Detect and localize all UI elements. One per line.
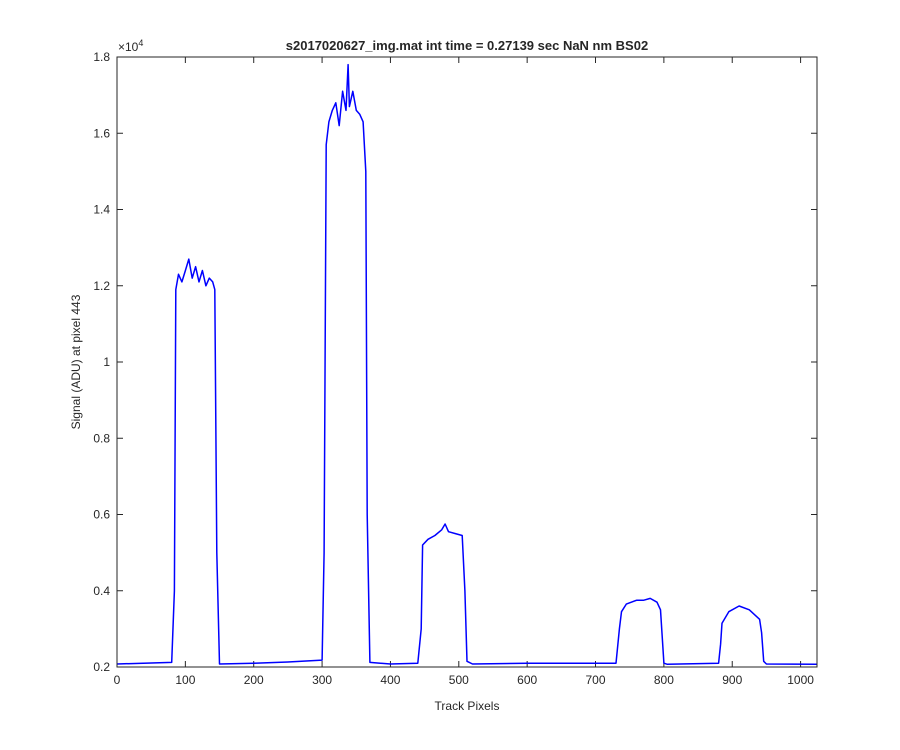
- x-tick-label: 400: [380, 673, 400, 687]
- x-tick-label: 500: [449, 673, 469, 687]
- y-tick-label: 0.8: [93, 431, 110, 445]
- y-tick-label: 1.8: [93, 50, 110, 64]
- x-tick-label: 800: [654, 673, 674, 687]
- y-tick-label: 1.4: [93, 203, 110, 217]
- x-tick-label: 300: [312, 673, 332, 687]
- x-tick-label: 600: [517, 673, 537, 687]
- x-tick-label: 700: [586, 673, 606, 687]
- y-tick-label: 0.4: [93, 584, 110, 598]
- x-tick-label: 1000: [787, 673, 814, 687]
- x-tick-label: 0: [114, 673, 121, 687]
- ticks-layer: 0 100 200 300 400 500 600 700 800 900 1000 0.2 0.4 0.…: [93, 50, 817, 687]
- plot-area: [117, 57, 817, 667]
- y-axis-exponent: ×104: [118, 38, 143, 54]
- y-axis-label: Signal (ADU) at pixel 443: [69, 294, 83, 429]
- x-axis-label: Track Pixels: [435, 699, 500, 713]
- x-tick-label: 100: [175, 673, 195, 687]
- y-tick-label: 0.6: [93, 508, 110, 522]
- signal-line: [116, 63, 818, 666]
- y-tick-label: 1.2: [93, 279, 110, 293]
- x-tick-label: 900: [722, 673, 742, 687]
- chart-title: s2017020627_img.mat int time = 0.27139 s…: [286, 38, 648, 53]
- y-axis-exponent-base: ×10: [118, 40, 139, 54]
- axes-box: [116, 56, 818, 668]
- x-tick-label: 200: [244, 673, 264, 687]
- y-tick-label: 0.2: [93, 660, 110, 674]
- y-tick-label: 1: [103, 355, 110, 369]
- y-tick-label: 1.6: [93, 126, 110, 140]
- y-axis-exponent-power: 4: [138, 38, 143, 48]
